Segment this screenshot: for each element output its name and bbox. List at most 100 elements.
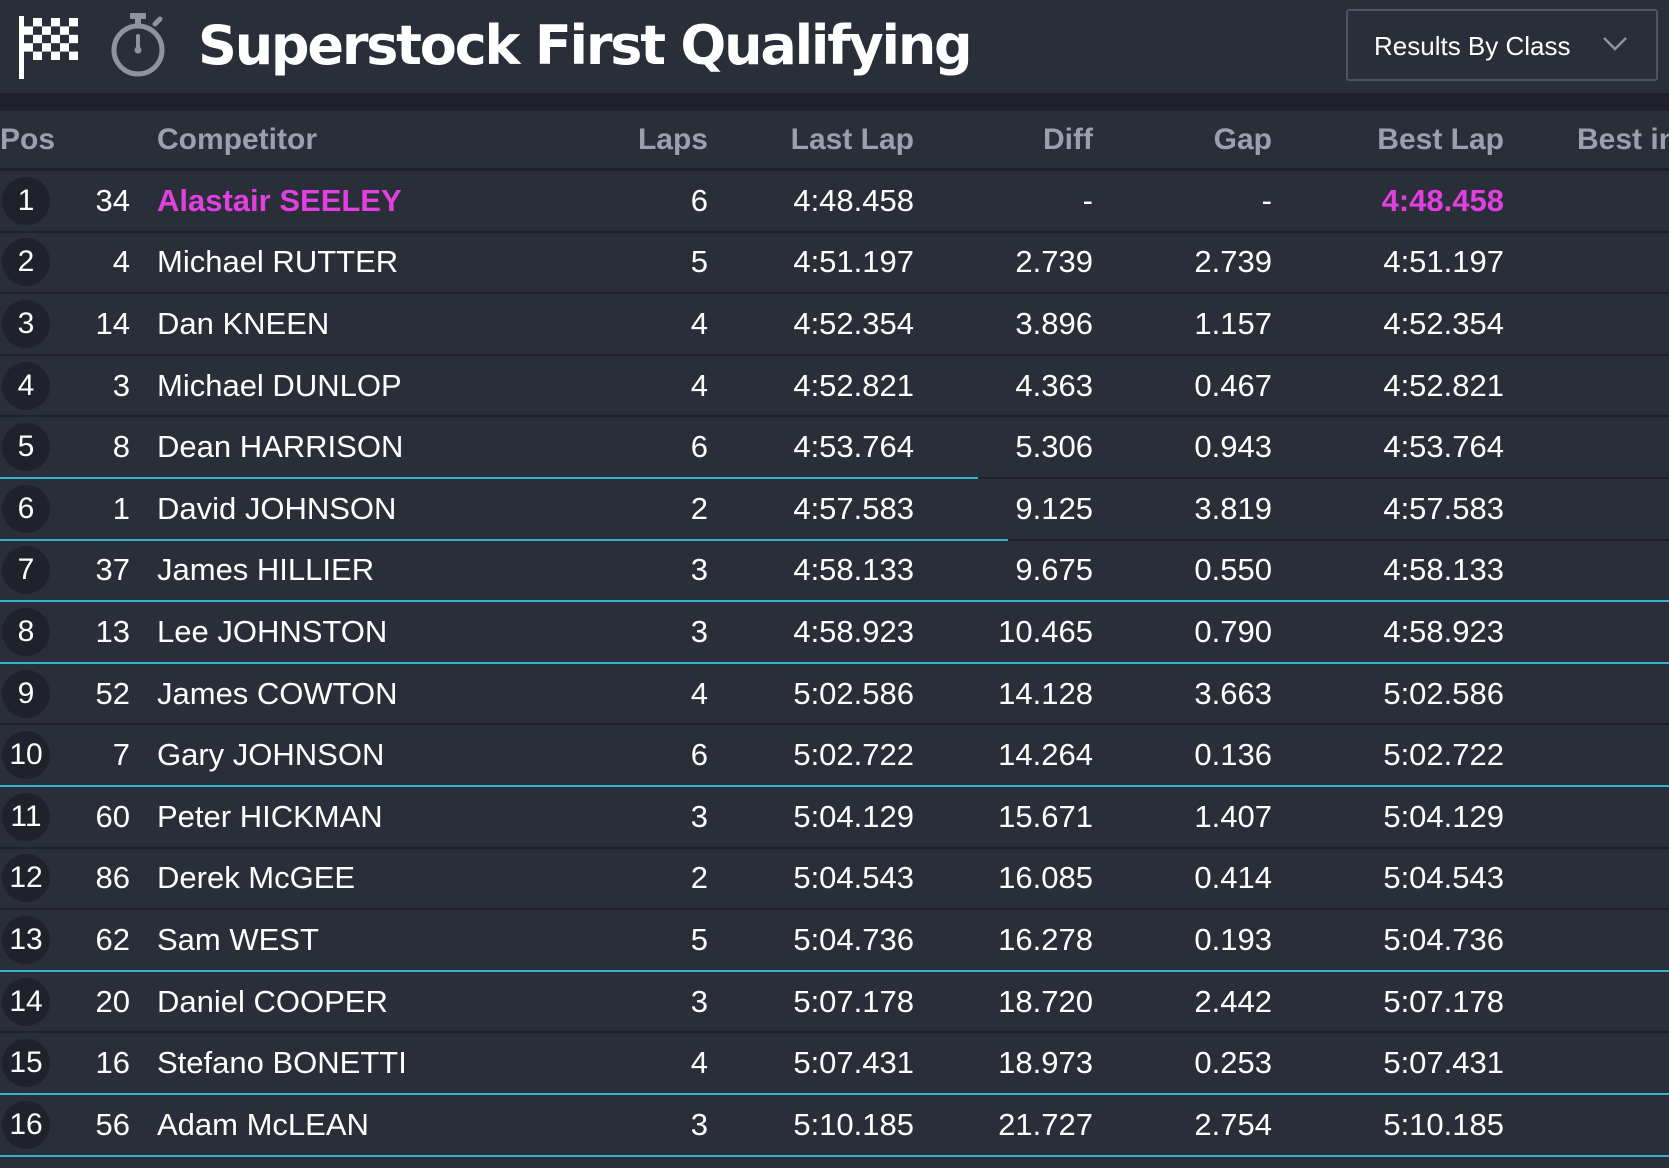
column-header-best-lap[interactable]: Best Lap — [1377, 122, 1504, 156]
position-cell: 3 — [0, 294, 52, 354]
checkered-flag-icon — [19, 16, 78, 79]
gap-cell: 0.136 — [1194, 737, 1272, 773]
position-badge: 12 — [2, 854, 50, 903]
diff-cell: 10.465 — [998, 613, 1093, 649]
position-badge: 9 — [2, 669, 50, 718]
diff-cell: 3.896 — [1015, 305, 1093, 341]
competitor-number: 4 — [112, 244, 130, 280]
results-by-class-dropdown[interactable]: Results By Class — [1346, 9, 1658, 81]
table-row[interactable]: 4 3 Michael DUNLOP 4 4:52.821 4.363 0.467 4:52.… — [0, 356, 1669, 418]
competitor-name[interactable]: Gary JOHNSON — [157, 737, 385, 773]
best-lap-cell: 5:04.736 — [1383, 921, 1504, 957]
best-lap-cell: 5:04.543 — [1383, 860, 1504, 896]
diff-cell: 16.278 — [998, 921, 1093, 957]
column-header-competitor[interactable]: Competitor — [157, 122, 317, 156]
last-lap-cell: 5:07.431 — [793, 1045, 914, 1081]
table-row[interactable]: 6 1 David JOHNSON 2 4:57.583 9.125 3.819 4:57.5… — [0, 479, 1669, 541]
laps-cell: 3 — [690, 798, 708, 834]
last-lap-cell: 5:04.736 — [793, 921, 914, 957]
laps-cell: 5 — [690, 921, 708, 957]
table-row[interactable]: 16 56 Adam McLEAN 3 5:10.185 21.727 2.754 5:10.… — [0, 1095, 1669, 1157]
table-row[interactable]: 2 4 Michael RUTTER 5 4:51.197 2.739 2.739 4:51.… — [0, 233, 1669, 295]
competitor-name[interactable]: David JOHNSON — [157, 490, 397, 526]
gap-cell: 0.193 — [1194, 921, 1272, 957]
best-lap-cell: 5:04.129 — [1383, 798, 1504, 834]
table-row[interactable]: 5 8 Dean HARRISON 6 4:53.764 5.306 0.943 4:53.7… — [0, 417, 1669, 479]
best-lap-cell: 4:57.583 — [1383, 490, 1504, 526]
competitor-name[interactable]: Adam McLEAN — [157, 1106, 369, 1142]
competitor-name[interactable]: Stefano BONETTI — [157, 1045, 407, 1081]
best-lap-cell: 4:58.923 — [1383, 613, 1504, 649]
last-lap-cell: 5:04.543 — [793, 860, 914, 896]
position-badge: 1 — [2, 176, 50, 225]
last-lap-cell: 4:58.923 — [793, 613, 914, 649]
diff-cell: 5.306 — [1015, 429, 1093, 465]
table-row[interactable]: 15 16 Stefano BONETTI 4 5:07.431 18.973 0.253 5… — [0, 1033, 1669, 1095]
column-header-gap[interactable]: Gap — [1213, 122, 1272, 156]
column-header-best-in[interactable]: Best in — [1577, 122, 1669, 156]
position-badge: 13 — [2, 915, 50, 964]
table-row[interactable]: 3 14 Dan KNEEN 4 4:52.354 3.896 1.157 4:52.354 — [0, 294, 1669, 356]
table-row[interactable]: 13 62 Sam WEST 5 5:04.736 16.278 0.193 5:04.736 — [0, 910, 1669, 972]
gap-cell: 0.253 — [1194, 1045, 1272, 1081]
column-header-diff[interactable]: Diff — [1043, 122, 1093, 156]
position-cell: 13 — [0, 910, 52, 970]
competitor-name[interactable]: James COWTON — [157, 675, 398, 711]
best-lap-cell: 4:48.458 — [1381, 182, 1504, 218]
row-highlight-line — [0, 661, 1669, 664]
competitor-name[interactable]: Michael DUNLOP — [157, 367, 402, 403]
table-row[interactable]: 12 86 Derek McGEE 2 5:04.543 16.085 0.414 5:04.… — [0, 849, 1669, 911]
row-highlight-line — [0, 1092, 1669, 1095]
competitor-name[interactable]: Lee JOHNSTON — [157, 613, 388, 649]
competitor-name[interactable]: Dean HARRISON — [157, 429, 404, 465]
table-row[interactable]: 9 52 James COWTON 4 5:02.586 14.128 3.663 5:02.… — [0, 664, 1669, 726]
competitor-number: 14 — [95, 305, 130, 341]
gap-cell: 0.467 — [1194, 367, 1272, 403]
laps-cell: 6 — [690, 737, 708, 773]
table-row[interactable]: 14 20 Daniel COOPER 3 5:07.178 18.720 2.442 5:0… — [0, 972, 1669, 1034]
table-row[interactable]: 11 60 Peter HICKMAN 3 5:04.129 15.671 1.407 5:0… — [0, 787, 1669, 849]
competitor-name[interactable]: Daniel COOPER — [157, 983, 388, 1019]
row-highlight-line — [0, 969, 1669, 972]
column-header-last-lap[interactable]: Last Lap — [790, 122, 914, 156]
gap-cell: 1.157 — [1194, 305, 1272, 341]
diff-cell: 16.085 — [998, 860, 1093, 896]
best-lap-cell: 4:51.197 — [1383, 244, 1504, 280]
competitor-number: 86 — [95, 860, 130, 896]
last-lap-cell: 5:10.185 — [793, 1106, 914, 1142]
competitor-name[interactable]: Alastair SEELEY — [157, 182, 402, 218]
column-header-laps[interactable]: Laps — [637, 122, 708, 156]
table-row[interactable]: 8 13 Lee JOHNSTON 3 4:58.923 10.465 0.790 4:58.… — [0, 602, 1669, 664]
best-lap-cell: 4:52.354 — [1383, 305, 1504, 341]
table-row[interactable]: 1 34 Alastair SEELEY 6 4:48.458 - - 4:48.458 — [0, 171, 1669, 233]
position-cell: 9 — [0, 664, 52, 724]
laps-cell: 3 — [690, 552, 708, 588]
dropdown-selected-value: Results By Class — [1374, 31, 1571, 61]
competitor-name[interactable]: Peter HICKMAN — [157, 798, 383, 834]
last-lap-cell: 4:52.821 — [793, 367, 914, 403]
table-row[interactable]: 10 7 Gary JOHNSON 6 5:02.722 14.264 0.136 5:02.… — [0, 725, 1669, 787]
stopwatch-icon — [111, 13, 165, 77]
position-cell: 2 — [0, 233, 52, 293]
position-cell: 6 — [0, 479, 52, 539]
diff-cell: 2.739 — [1015, 244, 1093, 280]
laps-cell: 6 — [690, 182, 708, 218]
diff-cell: 4.363 — [1015, 367, 1093, 403]
competitor-number: 56 — [95, 1106, 130, 1142]
laps-cell: 4 — [690, 1045, 708, 1081]
competitor-name[interactable]: James HILLIER — [157, 552, 375, 588]
competitor-name[interactable]: Sam WEST — [157, 921, 319, 957]
competitor-name[interactable]: Derek McGEE — [157, 860, 356, 896]
position-cell: 14 — [0, 972, 52, 1032]
competitor-number: 20 — [95, 983, 130, 1019]
column-header-pos[interactable]: Pos — [0, 122, 56, 156]
last-lap-cell: 4:57.583 — [793, 490, 914, 526]
competitor-name[interactable]: Michael RUTTER — [157, 244, 399, 280]
last-lap-cell: 5:07.178 — [793, 983, 914, 1019]
position-badge: 5 — [2, 423, 50, 472]
table-row[interactable]: 7 37 James HILLIER 3 4:58.133 9.675 0.550 4:58.… — [0, 541, 1669, 603]
last-lap-cell: 4:53.764 — [793, 429, 914, 465]
gap-cell: 0.943 — [1194, 429, 1272, 465]
competitor-name[interactable]: Dan KNEEN — [157, 305, 330, 341]
